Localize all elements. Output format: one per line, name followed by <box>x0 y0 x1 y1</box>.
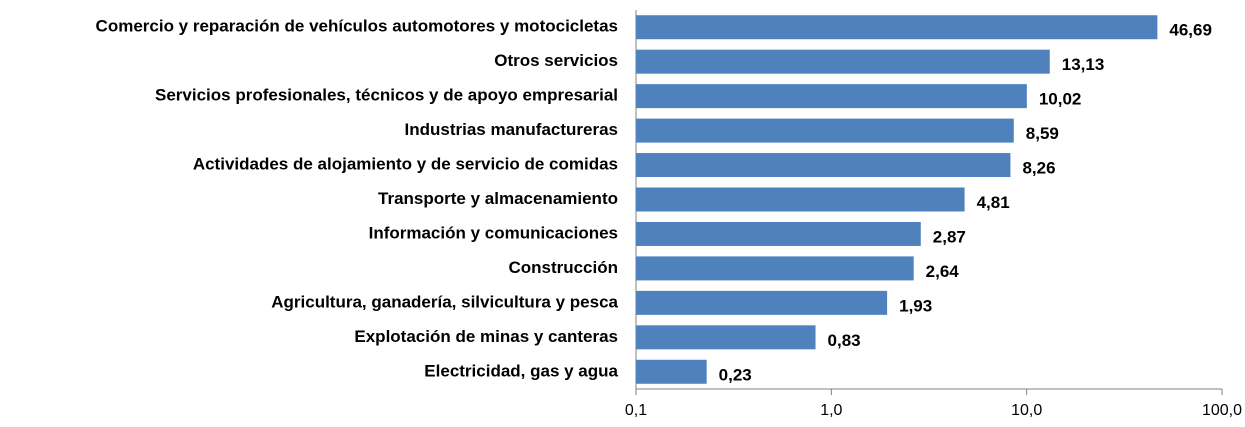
bar <box>636 187 965 212</box>
x-tick-label: 0,1 <box>625 402 647 419</box>
bar <box>636 256 914 281</box>
bar <box>636 153 1011 178</box>
value-label: 2,64 <box>926 262 960 281</box>
value-label: 0,83 <box>828 331 861 350</box>
x-tick-label: 100,0 <box>1202 402 1242 419</box>
category-label: Servicios profesionales, técnicos y de a… <box>155 86 618 105</box>
category-label: Comercio y reparación de vehículos autom… <box>96 17 618 36</box>
category-label: Agricultura, ganadería, silvicultura y p… <box>271 292 618 311</box>
category-label: Electricidad, gas y agua <box>424 361 618 380</box>
value-label: 0,23 <box>719 365 752 384</box>
category-label: Información y comunicaciones <box>369 223 618 242</box>
bar <box>636 84 1027 109</box>
bar <box>636 359 707 384</box>
category-label: Actividades de alojamiento y de servicio… <box>193 155 618 174</box>
category-label: Transporte y almacenamiento <box>378 189 618 208</box>
bar <box>636 290 888 315</box>
value-label: 46,69 <box>1169 21 1212 40</box>
value-label: 1,93 <box>899 296 932 315</box>
value-label: 2,87 <box>933 227 966 246</box>
value-label: 10,02 <box>1039 90 1082 109</box>
bar <box>636 221 921 246</box>
bar <box>636 118 1014 143</box>
value-label: 8,59 <box>1026 124 1059 143</box>
bar <box>636 325 816 350</box>
x-tick-label: 10,0 <box>1011 402 1042 419</box>
category-label: Otros servicios <box>494 51 618 70</box>
category-label: Construcción <box>508 258 618 277</box>
x-tick-label: 1,0 <box>820 402 842 419</box>
value-label: 4,81 <box>977 193 1010 212</box>
bar <box>636 49 1050 74</box>
bar <box>636 15 1158 40</box>
value-label: 8,26 <box>1022 159 1055 178</box>
category-label: Explotación de minas y canteras <box>354 327 618 346</box>
value-label: 13,13 <box>1062 55 1105 74</box>
category-label: Industrias manufactureras <box>404 120 618 139</box>
